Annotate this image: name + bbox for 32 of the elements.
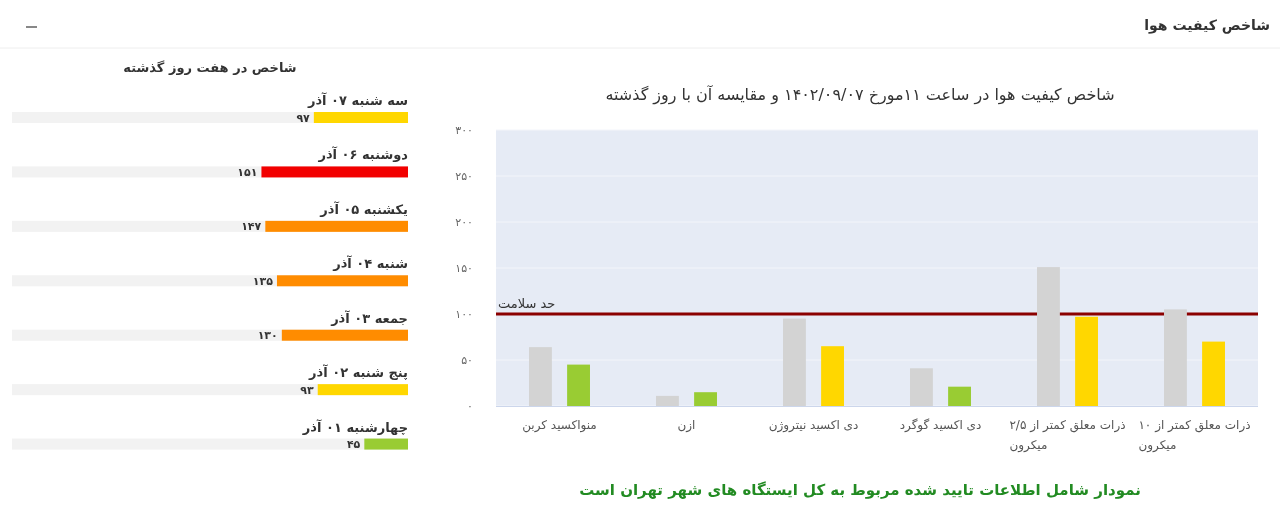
- y-tick-label: یکشنبه ۰۵ آذر: [319, 200, 408, 217]
- y-tick-label: ۰: [467, 400, 473, 413]
- y-tick-label: جمعه ۰۳ آذر: [330, 309, 408, 326]
- x-tick-label: دی اکسید نیتروژن: [768, 418, 859, 433]
- data-label: ۱۳۰: [257, 329, 278, 343]
- text: نمودار شامل اطلاعات تایید شده مربوط به کل ایستگاه های شهر تهران است: [579, 481, 1141, 499]
- y-tick-label: شنبه ۰۴ آذر: [332, 255, 408, 272]
- y-tick-label: سه شنبه ۰۷ آذر: [306, 92, 408, 108]
- data-label: ۱۴۷: [241, 220, 262, 234]
- x-tick-label: ذرات معلق کمتر از ۱۰ میکرون: [1138, 418, 1251, 453]
- data-label: ۹۳: [300, 383, 315, 397]
- data-label: ۱۳۵: [252, 274, 274, 288]
- y-tick-label: پنج شنبه ۰۲ آذر: [308, 364, 408, 381]
- y-tick-label: ۲۵۰: [455, 170, 473, 183]
- y-tick-label: ۱۵۰: [455, 262, 473, 275]
- x-tick-label: منواکسید کربن: [522, 418, 597, 433]
- ref-line-label: حد سلامت: [498, 296, 556, 311]
- y-tick-label: ۲۰۰: [455, 216, 473, 229]
- y-tick-label: ۵۰: [461, 354, 473, 367]
- y-tick-label: ۱۰۰: [455, 308, 473, 321]
- y-tick-label: ۳۰۰: [455, 124, 473, 137]
- x-tick-label: ذرات معلق کمتر از ۲/۵ میکرون: [1009, 418, 1126, 453]
- data-label: ۴۵: [346, 438, 361, 452]
- x-tick-label: ازن: [677, 418, 696, 433]
- y-tick-label: دوشنبه ۰۶ آذر: [317, 146, 409, 163]
- x-tick-label: دی اکسید گوگرد: [899, 418, 982, 433]
- data-label: ۹۷: [296, 111, 311, 125]
- chart-title: شاخص کیفیت هوا در ساعت ۱۱مورخ ۱۴۰۲/۰۹/۰۷ و مقایسه آن با روز گذشته: [605, 85, 1115, 105]
- chart-title: شاخص در هفت روز گذشته: [123, 60, 297, 75]
- y-tick-label: چهارشنبه ۰۱ آذر: [301, 418, 408, 435]
- text: شاخص کیفیت هوا: [1144, 17, 1270, 34]
- data-label: ۱۵۱: [237, 165, 258, 179]
